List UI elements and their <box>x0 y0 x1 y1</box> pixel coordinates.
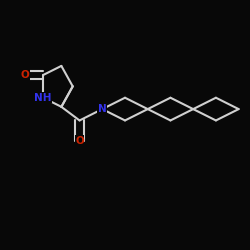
Text: N: N <box>98 104 107 114</box>
Text: O: O <box>75 136 84 146</box>
Text: NH: NH <box>34 93 52 103</box>
Text: O: O <box>20 70 30 80</box>
